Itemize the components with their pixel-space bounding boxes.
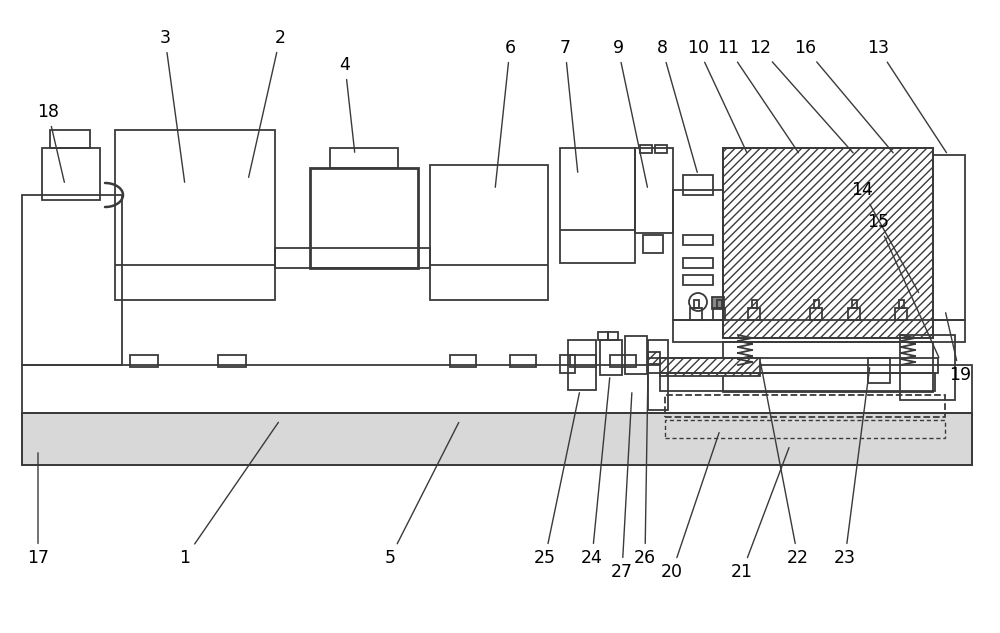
Bar	[810, 308, 822, 320]
Bar	[115, 130, 275, 300]
Bar	[665, 395, 945, 417]
Bar	[608, 332, 618, 340]
Bar	[690, 308, 702, 320]
Text: 17: 17	[27, 453, 49, 567]
Bar	[712, 297, 724, 309]
Bar	[22, 413, 972, 465]
Bar	[560, 355, 575, 373]
Bar	[895, 308, 907, 320]
Bar	[570, 355, 596, 367]
Bar	[130, 355, 158, 367]
Text: 20: 20	[661, 432, 719, 581]
Text: 7: 7	[560, 39, 578, 172]
Bar	[848, 308, 860, 320]
Text: 13: 13	[867, 39, 946, 153]
Text: 24: 24	[581, 378, 610, 567]
Bar	[310, 168, 418, 268]
Bar	[643, 235, 663, 253]
Bar	[683, 235, 713, 245]
Bar	[22, 195, 122, 365]
Bar	[673, 320, 965, 342]
Bar	[900, 335, 955, 400]
Bar	[868, 358, 890, 383]
Bar	[717, 300, 722, 308]
Bar	[752, 300, 757, 308]
Bar	[22, 413, 972, 465]
Bar	[660, 358, 760, 376]
Bar	[723, 342, 933, 392]
Bar	[648, 340, 668, 410]
Bar	[600, 340, 622, 375]
Text: 3: 3	[160, 29, 185, 182]
Bar	[683, 258, 713, 268]
Bar	[430, 165, 548, 300]
Bar	[568, 340, 596, 390]
Bar	[218, 355, 246, 367]
Bar	[330, 148, 398, 168]
Bar	[22, 365, 972, 413]
Text: 8: 8	[656, 39, 697, 172]
Bar	[683, 175, 713, 195]
Text: 27: 27	[611, 392, 633, 581]
Bar	[635, 148, 673, 233]
Text: 22: 22	[761, 363, 809, 567]
Bar	[852, 300, 857, 308]
Bar	[560, 148, 635, 263]
Bar	[713, 308, 725, 320]
Bar	[723, 148, 933, 338]
Bar	[748, 308, 760, 320]
Bar	[42, 148, 100, 200]
Bar	[275, 248, 430, 268]
Bar	[640, 145, 652, 153]
Text: 26: 26	[634, 373, 656, 567]
Bar	[899, 300, 904, 308]
Bar	[625, 336, 647, 374]
Bar	[655, 145, 667, 153]
Bar	[648, 358, 938, 373]
Text: 10: 10	[687, 39, 747, 153]
Bar	[683, 275, 713, 285]
Bar	[598, 332, 608, 340]
Bar	[665, 420, 945, 438]
Text: 16: 16	[794, 39, 893, 153]
Bar	[694, 300, 699, 308]
Text: 14: 14	[851, 181, 919, 292]
Text: 12: 12	[749, 39, 853, 153]
Text: 11: 11	[717, 39, 798, 153]
Text: 15: 15	[867, 213, 939, 358]
Text: 19: 19	[946, 313, 971, 384]
Bar	[450, 355, 476, 367]
Bar	[648, 352, 660, 364]
Text: 21: 21	[731, 448, 789, 581]
Bar	[510, 355, 536, 367]
Text: 2: 2	[249, 29, 286, 177]
Text: 18: 18	[37, 103, 64, 182]
Bar	[933, 155, 965, 320]
Text: 5: 5	[384, 422, 459, 567]
Bar	[660, 373, 935, 391]
Bar	[814, 300, 819, 308]
Text: 1: 1	[180, 422, 278, 567]
Bar	[50, 130, 90, 148]
Bar	[723, 148, 933, 338]
Text: 4: 4	[340, 56, 355, 153]
Text: 9: 9	[612, 39, 647, 187]
Text: 25: 25	[534, 392, 579, 567]
Bar	[673, 190, 723, 320]
Text: 23: 23	[834, 368, 870, 567]
Bar	[610, 355, 636, 367]
Text: 6: 6	[495, 39, 516, 187]
